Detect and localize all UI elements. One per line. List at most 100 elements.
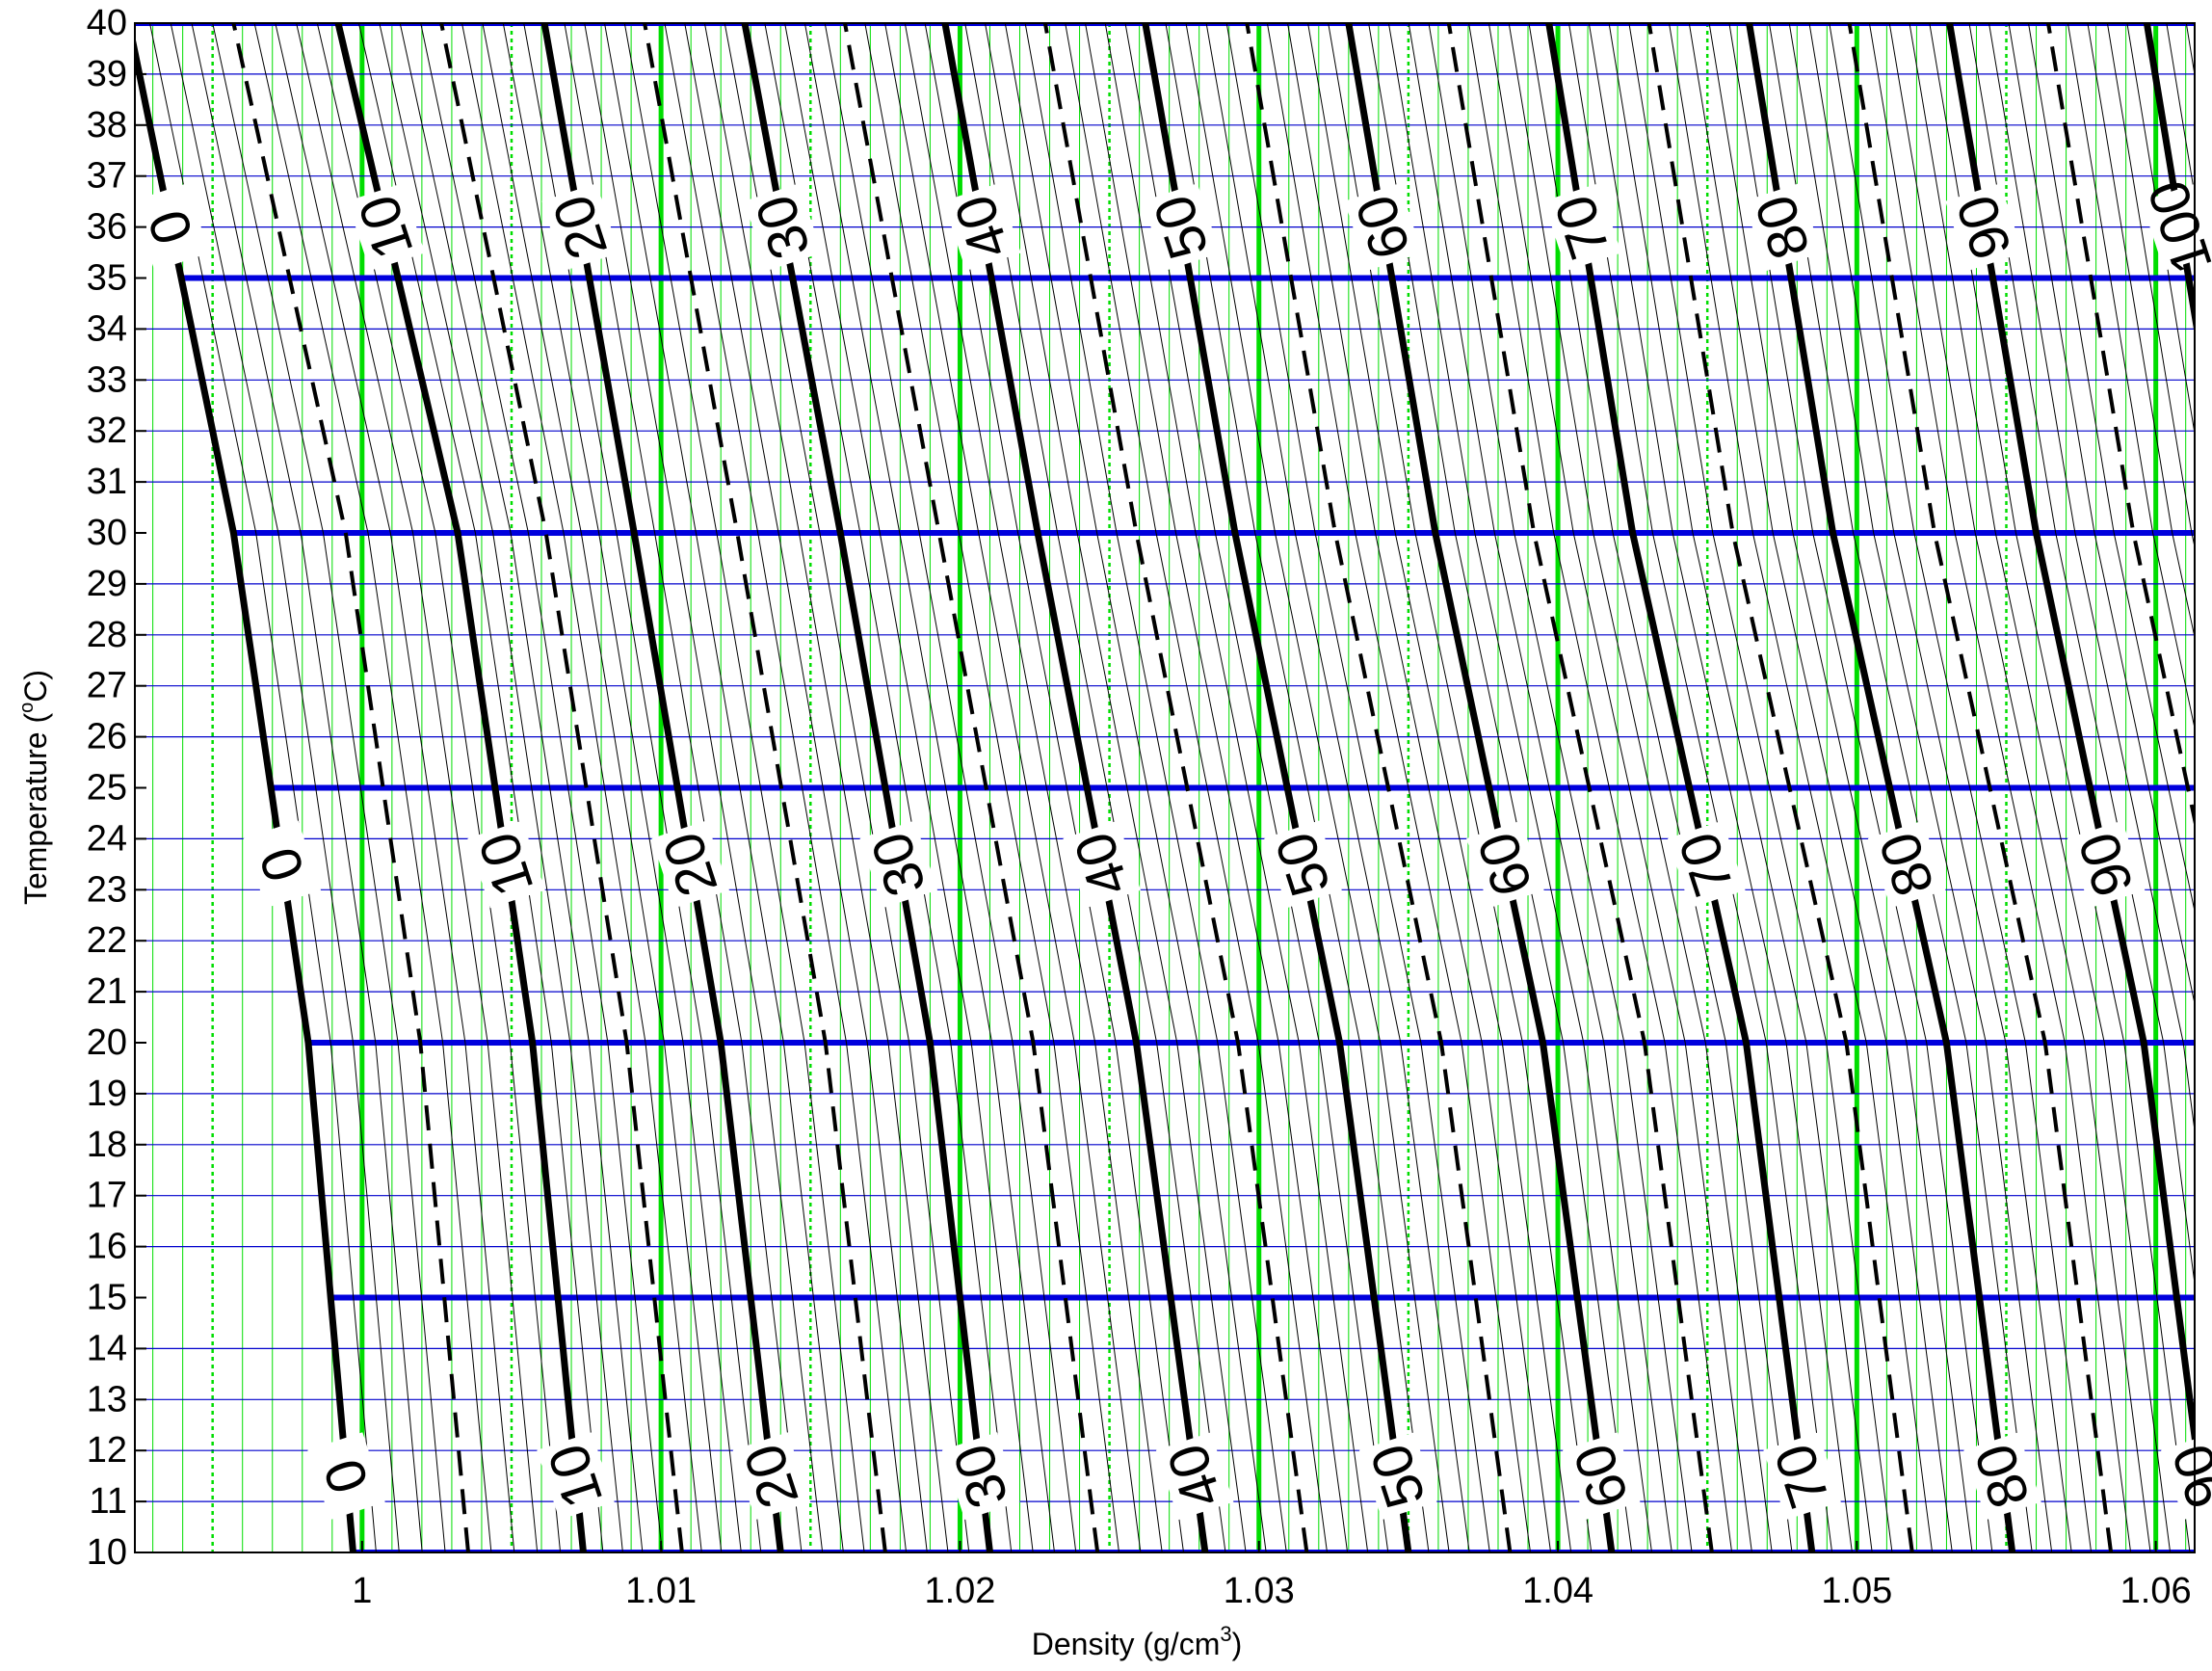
- salinity-line-minor: [482, 23, 723, 1552]
- salinity-line-minor: [1888, 23, 2151, 1552]
- salinity-line-minor: [379, 23, 623, 1552]
- salinity-line-minor: [1708, 23, 1973, 1552]
- x-tick-label: 1.03: [1224, 1571, 1295, 1611]
- x-axis-label: Density (g/cm3): [1032, 1622, 1243, 1661]
- salinity-line-70: [1545, 23, 1816, 1552]
- salinity-line-minor: [1065, 23, 1328, 1552]
- salinity-line-minor: [985, 23, 1247, 1552]
- salinity-line-minor: [1368, 23, 1633, 1552]
- salinity-line-0: [135, 35, 356, 1552]
- salinity-line-minor: [684, 23, 928, 1552]
- contour-label-bg: [1344, 183, 1423, 272]
- salinity-line-minor: [1929, 23, 2191, 1552]
- salinity-line-minor: [1387, 23, 1652, 1552]
- y-axis-label-suffix: C): [18, 670, 53, 703]
- salinity-line-minor: [1728, 23, 1993, 1552]
- salinity-line-65: [1446, 23, 1714, 1552]
- salinity-line-minor: [1788, 23, 2053, 1552]
- x-axis-ticks: 1 1.01 1.02 1.03 1.04 1.05 1.06: [352, 1541, 2192, 1611]
- y-tick-label: 20: [87, 1022, 127, 1063]
- salinity-line-minor: [1528, 23, 1793, 1552]
- y-axis-ticks: 10 11 12 13 14 15 16 17 18 19 20 21 22 23 24 25 26 27 28 29…: [87, 3, 146, 1573]
- y-tick-label: 38: [87, 105, 127, 146]
- salinity-line-80: [1746, 23, 2016, 1552]
- contour-label-bg: [1543, 183, 1621, 272]
- salinity-line-minor: [964, 23, 1226, 1552]
- y-tick-label: 23: [87, 869, 127, 910]
- salinity-line-minor: [275, 23, 515, 1552]
- salinity-line-minor: [399, 23, 644, 1552]
- contour-label-bg: [2161, 1432, 2212, 1521]
- salinity-line-minor: [864, 23, 1119, 1552]
- x-tick-label: 1.06: [2120, 1571, 2192, 1611]
- salinity-line-minor: [523, 23, 762, 1552]
- salinity-lines: [135, 23, 2195, 1552]
- x-axis-label-text: Density (g/cm: [1032, 1627, 1221, 1661]
- salinity-line-minor: [1669, 23, 1934, 1552]
- salinity-line-minor: [357, 23, 604, 1552]
- salinity-line-minor: [1428, 23, 1693, 1552]
- contour-label-bg: [943, 183, 1021, 272]
- y-tick-label: 16: [87, 1227, 127, 1267]
- y-tick-label: 15: [87, 1278, 127, 1318]
- y-tick-label: 19: [87, 1074, 127, 1114]
- salinity-line-minor: [1266, 23, 1531, 1552]
- salinity-line-minor: [170, 23, 400, 1552]
- y-tick-label: 18: [87, 1125, 127, 1165]
- salinity-line-minor: [1988, 23, 2195, 1135]
- salinity-line-minor: [2028, 23, 2195, 914]
- y-tick-label: 22: [87, 920, 127, 961]
- salinity-line-minor: [584, 23, 824, 1552]
- salinity-line-minor: [1468, 23, 1733, 1552]
- salinity-line-minor: [2126, 23, 2195, 437]
- y-tick-label: 39: [87, 54, 127, 94]
- salinity-line-minor: [604, 23, 844, 1552]
- salinity-line-minor: [784, 23, 1034, 1552]
- salinity-line-minor: [1085, 23, 1349, 1552]
- y-tick-label: 26: [87, 717, 127, 757]
- salinity-line-minor: [1205, 23, 1470, 1552]
- contour-label-bg: [1867, 820, 1946, 909]
- salinity-line-minor: [1688, 23, 1953, 1552]
- y-tick-label: 14: [87, 1328, 127, 1368]
- contour-label-bg: [1763, 1432, 1841, 1521]
- salinity-line-minor: [212, 23, 446, 1552]
- salinity-line-25: [643, 23, 887, 1552]
- y-tick-label: 32: [87, 411, 127, 451]
- y-axis-label-degree: o: [16, 703, 38, 713]
- salinity-line-minor: [1307, 23, 1572, 1552]
- contour-label-bg: [467, 820, 545, 909]
- salinity-line-90: [1946, 23, 2195, 1463]
- y-tick-label: 21: [87, 971, 127, 1012]
- salinity-line-minor: [1868, 23, 2132, 1552]
- salinity-line-minor: [2106, 23, 2195, 549]
- contour-label-bg: [1358, 1432, 1437, 1521]
- contour-label-bg: [1945, 183, 2023, 272]
- salinity-line-minor: [1508, 23, 1773, 1552]
- contour-label-bg: [1142, 183, 1221, 272]
- x-tick-label: 1: [352, 1571, 372, 1611]
- salinity-line-minor: [1024, 23, 1287, 1552]
- salinity-line-minor: [1004, 23, 1267, 1552]
- y-tick-label: 25: [87, 768, 127, 809]
- salinity-line-minor: [2008, 23, 2195, 1006]
- contour-label-bg: [1155, 1432, 1234, 1521]
- salinity-line-minor: [803, 23, 1055, 1552]
- salinity-line-minor: [1568, 23, 1833, 1552]
- salinity-line-minor: [296, 23, 539, 1552]
- y-axis-label: Temperature (oC): [16, 670, 53, 905]
- contour-label-bg: [1963, 1432, 2041, 1521]
- contour-label-bg: [732, 1432, 811, 1521]
- salinity-line-minor: [1124, 23, 1389, 1552]
- y-tick-label: 24: [87, 818, 127, 859]
- contour-label-bg: [941, 1432, 1020, 1521]
- y-tick-label: 36: [87, 207, 127, 248]
- salinity-line-minor: [1328, 23, 1593, 1552]
- salinity-line-minor: [1968, 23, 2195, 1287]
- y-tick-label: 40: [87, 3, 127, 43]
- contour-label-bg: [537, 1432, 615, 1521]
- contour-label-bg: [1466, 820, 1544, 909]
- salinity-line-minor: [884, 23, 1142, 1552]
